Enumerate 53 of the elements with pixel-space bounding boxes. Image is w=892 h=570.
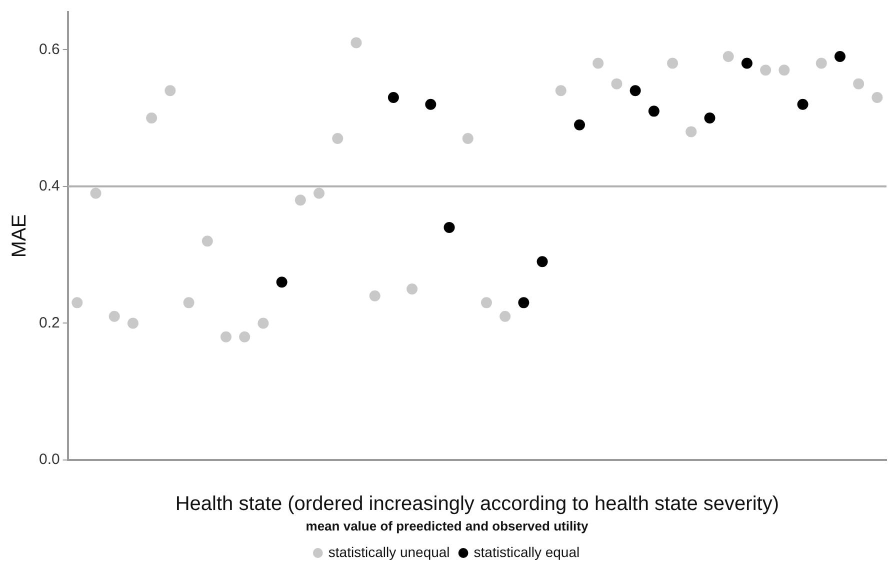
legend-label: statistically equal <box>474 544 580 560</box>
point <box>722 50 734 62</box>
point <box>332 133 344 144</box>
point <box>72 297 83 308</box>
point <box>500 310 511 322</box>
point <box>834 50 846 62</box>
point <box>444 222 455 233</box>
point <box>704 112 716 124</box>
point <box>518 297 530 308</box>
y-tick-label: 0.2 <box>38 314 60 332</box>
point <box>480 297 492 308</box>
point <box>816 58 827 69</box>
point <box>778 64 790 76</box>
point <box>90 188 102 199</box>
point <box>127 318 138 329</box>
legend-label: statistically unequal <box>328 544 450 560</box>
point <box>872 92 883 103</box>
point <box>350 37 362 48</box>
legend-title: mean value of preedicted and observed utility <box>306 518 589 534</box>
point <box>108 310 120 322</box>
point <box>555 85 566 96</box>
point <box>388 92 399 103</box>
point <box>314 188 325 199</box>
point <box>239 331 250 342</box>
point <box>276 276 288 288</box>
point <box>853 78 864 90</box>
point <box>630 85 641 96</box>
y-axis-title: MAE <box>8 214 31 258</box>
point <box>220 331 232 342</box>
point <box>667 58 678 69</box>
point <box>741 58 752 69</box>
point <box>462 133 474 144</box>
x-axis-title: Health state (ordered increasingly according to health state severity) <box>175 492 780 515</box>
point <box>164 85 176 96</box>
point <box>146 112 158 124</box>
point <box>611 78 622 90</box>
point <box>648 106 660 117</box>
y-tick-label: 0.6 <box>38 40 60 58</box>
point <box>797 98 808 110</box>
point <box>258 318 269 329</box>
point <box>686 126 697 138</box>
point <box>406 284 418 295</box>
point <box>183 297 194 308</box>
y-tick-label: 0.4 <box>38 178 60 195</box>
point <box>592 58 604 69</box>
y-tick-label: 0.0 <box>38 451 60 468</box>
point <box>425 98 436 110</box>
point <box>574 119 586 130</box>
point <box>294 194 306 206</box>
point <box>536 256 548 268</box>
point <box>369 290 380 302</box>
point <box>760 64 772 76</box>
point <box>202 236 213 247</box>
